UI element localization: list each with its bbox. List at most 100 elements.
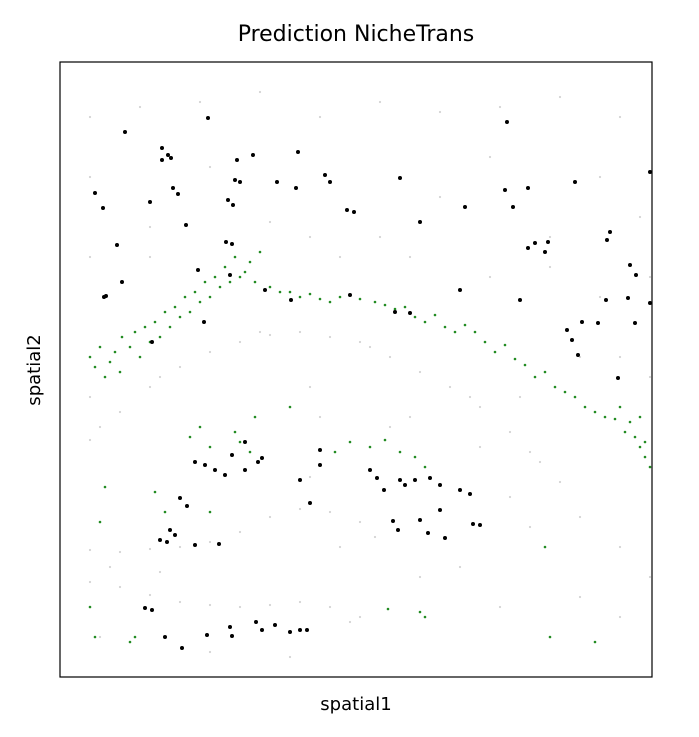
point (418, 220, 422, 224)
point (173, 305, 177, 309)
point (388, 425, 392, 429)
point (413, 478, 417, 482)
point (538, 460, 542, 464)
point (98, 345, 102, 349)
point (98, 635, 102, 639)
point (101, 206, 105, 210)
point (205, 633, 209, 637)
point (648, 170, 652, 174)
point (268, 285, 272, 289)
point (628, 263, 632, 267)
point (580, 320, 584, 324)
point (338, 545, 342, 549)
point (188, 435, 192, 439)
point (153, 320, 157, 324)
point (433, 313, 437, 317)
point (115, 243, 119, 247)
point (138, 355, 142, 359)
point (526, 246, 530, 250)
point (323, 173, 327, 177)
point (238, 440, 242, 444)
point (526, 186, 530, 190)
point (373, 300, 377, 304)
point (565, 328, 569, 332)
point (296, 150, 300, 154)
point (418, 370, 422, 374)
point (298, 507, 302, 511)
point (578, 595, 582, 599)
point (158, 375, 162, 379)
point (328, 300, 332, 304)
point (178, 365, 182, 369)
point (217, 542, 221, 546)
point (165, 540, 169, 544)
point (88, 605, 92, 609)
point (198, 425, 202, 429)
point (203, 463, 207, 467)
point (206, 116, 210, 120)
point (208, 650, 212, 654)
point (98, 425, 102, 429)
point (208, 540, 212, 544)
point (318, 448, 322, 452)
point (478, 445, 482, 449)
point (426, 531, 430, 535)
point (251, 153, 255, 157)
point (573, 395, 577, 399)
point (393, 307, 397, 311)
point (523, 363, 527, 367)
point (243, 440, 247, 444)
point (443, 536, 447, 540)
point (148, 385, 152, 389)
point (308, 501, 312, 505)
point (148, 225, 152, 229)
point (648, 275, 652, 279)
point (294, 186, 298, 190)
point (158, 335, 162, 339)
point (163, 510, 167, 514)
point (148, 255, 152, 259)
point (243, 468, 247, 472)
point (288, 405, 292, 409)
point (298, 478, 302, 482)
point (638, 445, 642, 449)
point (398, 450, 402, 454)
point (158, 570, 162, 574)
point (166, 153, 170, 157)
point (598, 175, 602, 179)
point (238, 275, 242, 279)
point (383, 438, 387, 442)
point (108, 565, 112, 569)
point (238, 530, 242, 534)
x-axis-label: spatial1 (320, 694, 391, 715)
point (593, 410, 597, 414)
point (413, 455, 417, 459)
point (103, 485, 107, 489)
point (408, 415, 412, 419)
point (570, 338, 574, 342)
point (548, 635, 552, 639)
point (403, 305, 407, 309)
point (533, 375, 537, 379)
point (428, 476, 432, 480)
point (305, 628, 309, 632)
point (260, 628, 264, 632)
point (488, 275, 492, 279)
point (178, 496, 182, 500)
point (213, 468, 217, 472)
point (423, 465, 427, 469)
point (458, 488, 462, 492)
point (508, 495, 512, 499)
point (298, 600, 302, 604)
point (618, 115, 622, 119)
point (438, 195, 442, 199)
point (93, 635, 97, 639)
point (288, 290, 292, 294)
point (158, 538, 162, 542)
point (133, 635, 137, 639)
point (148, 547, 152, 551)
point (150, 608, 154, 612)
point (160, 146, 164, 150)
point (423, 615, 427, 619)
